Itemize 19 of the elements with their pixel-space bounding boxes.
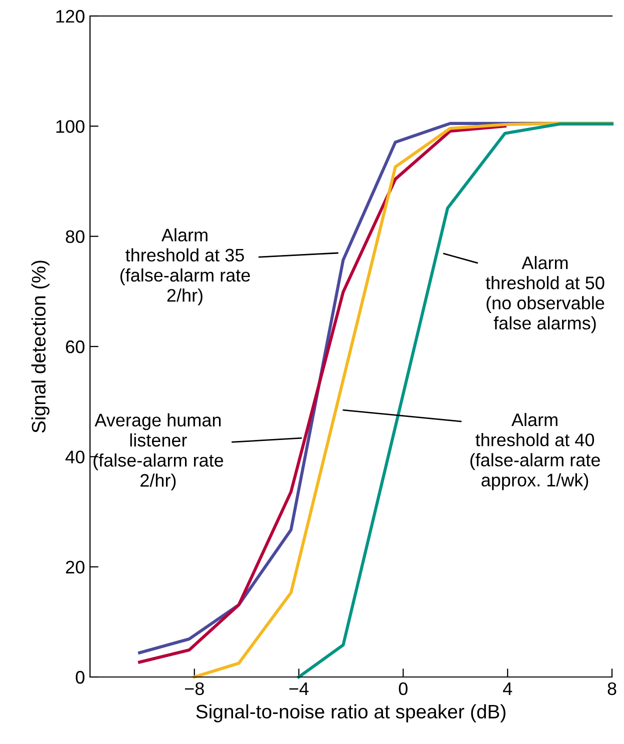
annotation: Alarm threshold at 35 (false-alarm rate 2/hr) bbox=[120, 228, 250, 306]
x-tick-label: −4 bbox=[289, 682, 309, 695]
y-tick-label: 40 bbox=[65, 450, 84, 464]
annotation: Alarm threshold at 50 (no observable false alarms) bbox=[486, 256, 604, 334]
y-axis-title: Signal detection (%) bbox=[31, 260, 50, 433]
x-axis-title: Signal-to-noise ratio at speaker (dB) bbox=[196, 704, 506, 722]
x-tick-label: 8 bbox=[608, 682, 616, 696]
annotation: Average human listener (false-alarm rate 2/hr) bbox=[94, 413, 224, 490]
y-tick-label: 80 bbox=[66, 230, 84, 244]
line-series bbox=[297, 122, 614, 679]
annotation: Alarm threshold at 40 (false-alarm rate approx. 1/wk) bbox=[470, 412, 600, 490]
x-tick-label: 4 bbox=[502, 682, 512, 695]
x-tick-label: 0 bbox=[398, 682, 408, 696]
y-tick-label: 60 bbox=[66, 340, 84, 354]
y-tick-label: 0 bbox=[76, 670, 84, 684]
y-tick-label: 100 bbox=[56, 120, 84, 133]
y-tick-label: 120 bbox=[56, 10, 84, 23]
y-tick-label: 20 bbox=[66, 560, 84, 574]
x-tick-label: −8 bbox=[185, 682, 204, 696]
